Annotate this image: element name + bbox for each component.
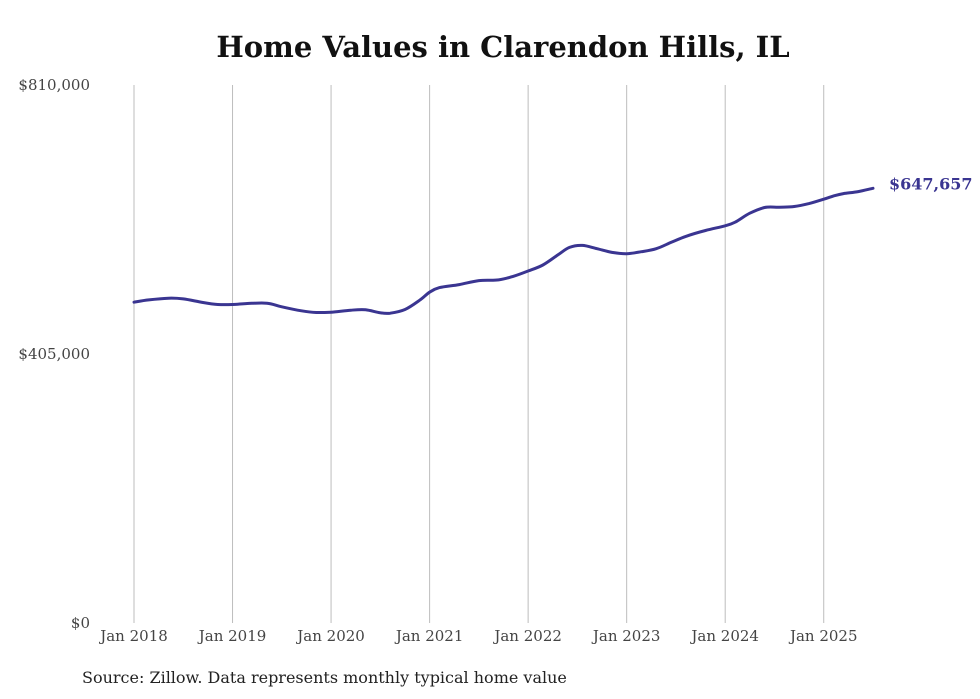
chart-title: Home Values in Clarendon Hills, IL xyxy=(216,30,790,64)
y-tick-label: $0 xyxy=(71,614,90,632)
x-tick-label: Jan 2019 xyxy=(197,627,267,645)
y-tick-label: $810,000 xyxy=(18,76,90,94)
y-axis-ticks: $0 $405,000 $810,000 xyxy=(18,76,90,632)
source-note: Source: Zillow. Data represents monthly … xyxy=(82,668,567,687)
x-tick-label: Jan 2024 xyxy=(689,627,759,645)
x-tick-label: Jan 2021 xyxy=(394,627,464,645)
x-tick-label: Jan 2022 xyxy=(492,627,562,645)
end-value-label: $647,657 xyxy=(889,174,973,193)
x-axis-ticks: Jan 2018 Jan 2019 Jan 2020 Jan 2021 Jan 2022… xyxy=(98,627,857,645)
y-tick-label: $405,000 xyxy=(18,345,90,363)
x-tick-label: Jan 2020 xyxy=(295,627,365,645)
x-tick-label: Jan 2025 xyxy=(788,627,858,645)
series-line xyxy=(132,186,875,315)
x-tick-label: Jan 2023 xyxy=(591,627,661,645)
x-tick-label: Jan 2018 xyxy=(98,627,168,645)
grid-lines xyxy=(133,85,825,623)
